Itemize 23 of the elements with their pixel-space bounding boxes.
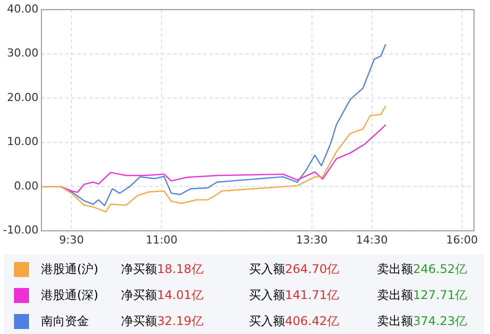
y-tick-label: 30.00 [6, 46, 38, 60]
y-tick-label: 40.00 [6, 2, 38, 16]
text: 净买额14.01亿 [121, 288, 204, 302]
text: 卖出额374.23亿 [377, 314, 467, 328]
y-tick-label: 10.00 [6, 135, 38, 148]
x-tick-label: 14:30 [356, 233, 388, 246]
text: 卖出额127.71亿 [377, 288, 467, 302]
x-tick-label: 16:00 [446, 233, 478, 246]
x-tick-label: 9:30 [59, 233, 84, 246]
text: 卖出额246.52亿 [377, 262, 467, 276]
text: 净买额32.19亿 [121, 314, 204, 328]
text: 净买额18.18亿 [121, 262, 204, 276]
legend-label: 南向资金 [41, 312, 90, 330]
text: 买入额141.71亿 [249, 288, 339, 302]
y-tick-label: 20.00 [6, 90, 38, 104]
x-tick-label: 11:00 [146, 233, 178, 246]
y-tick-label: 0.00 [14, 179, 38, 192]
y-tick-label: -10.00 [2, 224, 38, 237]
text: 买入额264.70亿 [249, 262, 339, 276]
x-tick-label: 13:30 [296, 233, 328, 246]
text: 买入额406.42亿 [249, 314, 339, 328]
legend-label: 港股通(深) [41, 286, 100, 304]
legend-label: 港股通(沪) [41, 260, 100, 278]
